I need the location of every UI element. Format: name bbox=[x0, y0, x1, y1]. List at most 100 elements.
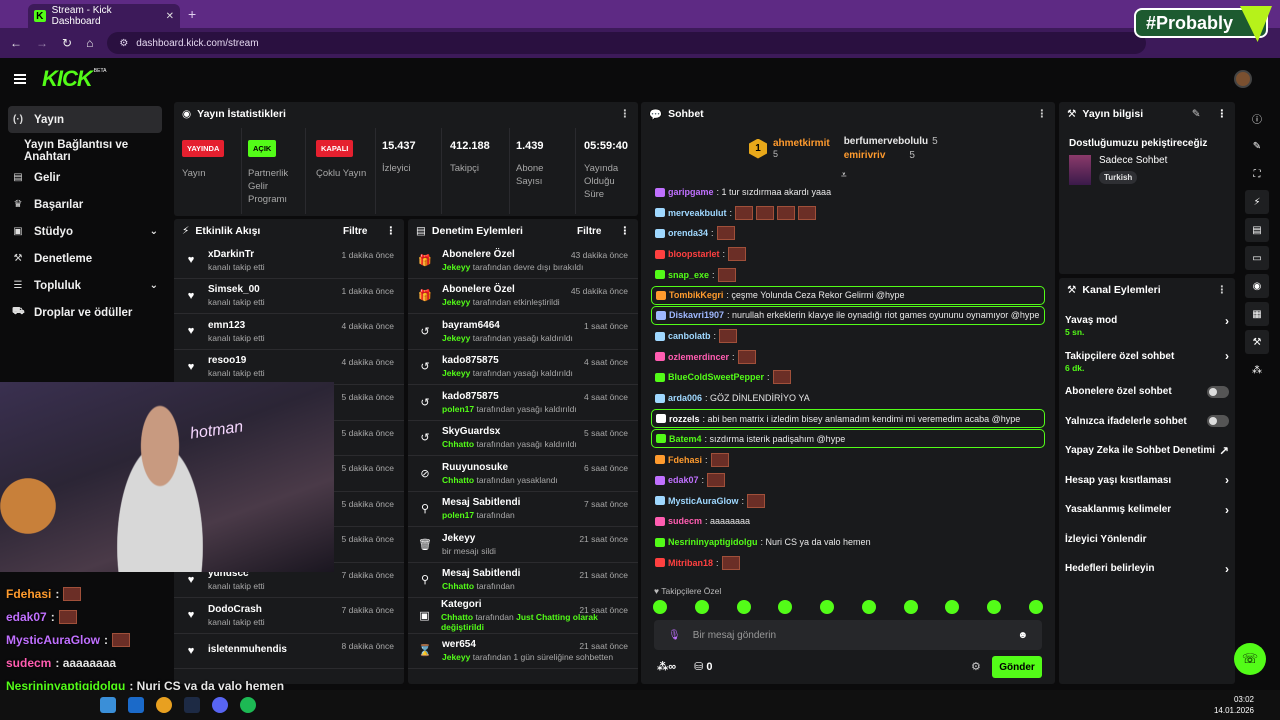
browser-tab[interactable]: K Stream - Kick Dashboard ✕ bbox=[28, 4, 180, 28]
points-icon[interactable]: ⁂∞ bbox=[657, 661, 677, 673]
channel-action[interactable]: Yalnızca ifadelerle sohbet bbox=[1059, 407, 1235, 437]
moderation-target[interactable]: Ruuyunosuke bbox=[442, 461, 509, 473]
mic-icon[interactable]: 🎙 bbox=[668, 629, 681, 641]
chat-username[interactable]: edak07 bbox=[668, 475, 699, 486]
url-field[interactable]: ⚙ dashboard.kick.com/stream bbox=[107, 32, 1146, 54]
sidebar-item[interactable]: ⚒ Denetleme bbox=[0, 245, 170, 272]
chat-username[interactable]: sudecm bbox=[668, 516, 703, 527]
stats-menu-icon[interactable]: ⋮ bbox=[619, 108, 631, 120]
moderator-name[interactable]: Jekeyy bbox=[442, 297, 471, 308]
toggle-switch[interactable] bbox=[1207, 385, 1229, 398]
channel-actions-menu-icon[interactable]: ⋮ bbox=[1216, 284, 1228, 296]
moderation-target[interactable]: wer654 bbox=[442, 639, 476, 651]
quick-emote-icon[interactable] bbox=[820, 600, 835, 614]
moderator-name[interactable]: Chhatto bbox=[442, 581, 475, 592]
moderation-target[interactable]: Mesaj Sabitlendi bbox=[442, 568, 521, 580]
moderation-target[interactable]: Jekeyy bbox=[442, 532, 476, 544]
activity-user[interactable]: DodoCrash bbox=[208, 603, 262, 615]
menu-icon[interactable] bbox=[14, 74, 26, 84]
moderator-name[interactable]: Jekeyy bbox=[442, 652, 471, 663]
send-button[interactable]: Gönder bbox=[992, 656, 1042, 678]
close-tab-icon[interactable]: ✕ bbox=[165, 10, 174, 22]
moderator-name[interactable]: Jekeyy bbox=[442, 261, 471, 272]
channel-action[interactable]: Hedefleri belirleyin › bbox=[1059, 554, 1235, 584]
emoji-icon[interactable]: ☻ bbox=[1017, 629, 1028, 641]
moderator-name[interactable]: Chhatto bbox=[440, 611, 474, 622]
chat-username[interactable]: ozlemerdincer bbox=[668, 351, 730, 362]
quick-emote-icon[interactable] bbox=[653, 600, 667, 614]
steam-icon[interactable] bbox=[184, 697, 200, 713]
chat-rail-icon[interactable]: ▭ bbox=[1245, 246, 1269, 270]
chat-username[interactable]: orenda34 bbox=[668, 228, 709, 239]
moderator-name[interactable]: Jekeyy bbox=[442, 332, 471, 343]
moderation-target[interactable]: kado875875 bbox=[442, 390, 499, 402]
chat-username[interactable]: Mitriban18 bbox=[668, 557, 714, 568]
chat-username[interactable]: canbolatb bbox=[668, 331, 711, 342]
toggle-switch[interactable] bbox=[1207, 415, 1229, 428]
moderator-name[interactable]: Jekeyy bbox=[442, 368, 471, 379]
sidebar-item[interactable]: (·) Yayın bbox=[8, 106, 162, 133]
channel-action[interactable]: Yasaklanmış kelimeler › bbox=[1059, 495, 1235, 525]
chat-username[interactable]: bloopstarlet bbox=[668, 249, 720, 260]
more-rail-icon[interactable]: ⁂ bbox=[1252, 364, 1262, 376]
chat-username[interactable]: arda006 bbox=[668, 393, 703, 404]
sidebar-item[interactable]: ☰ Topluluk ⌄ bbox=[0, 272, 170, 299]
chat-username[interactable]: garipgame bbox=[668, 187, 714, 198]
tag-badge[interactable]: Turkish bbox=[1099, 171, 1138, 184]
bolt-rail-icon[interactable]: ⚡ bbox=[1245, 190, 1269, 214]
quick-emote-icon[interactable] bbox=[861, 600, 876, 614]
chat-username[interactable]: snap_exe bbox=[668, 269, 710, 280]
chat-username[interactable]: rozzels bbox=[669, 413, 700, 424]
wrench-rail-icon[interactable]: ⚒ bbox=[1245, 330, 1269, 354]
edit-icon[interactable]: ✎ bbox=[1191, 108, 1201, 120]
sidebar-item[interactable]: ♛ Başarılar bbox=[0, 191, 170, 218]
pencil-icon[interactable]: ✎ bbox=[1252, 140, 1262, 152]
moderation-target[interactable]: Abonelere Özel bbox=[442, 248, 515, 260]
quick-emote-icon[interactable] bbox=[903, 600, 918, 614]
activity-filter-button[interactable]: Filtre bbox=[343, 225, 368, 237]
quick-emote-icon[interactable] bbox=[778, 600, 793, 614]
moderator-name[interactable]: polen17 bbox=[442, 403, 475, 414]
user-avatar[interactable] bbox=[1234, 70, 1252, 88]
quick-emote-icon[interactable] bbox=[987, 600, 1002, 614]
chat-username[interactable]: merveakbulut bbox=[668, 207, 727, 218]
activity-user[interactable]: isletenmuhendis bbox=[208, 644, 287, 656]
crop-icon[interactable]: ⛶ bbox=[1253, 168, 1261, 180]
stream-info-menu-icon[interactable]: ⋮ bbox=[1216, 108, 1228, 120]
sidebar-item[interactable]: ⛟ Droplar ve ödüller bbox=[0, 299, 170, 326]
chat-input[interactable]: 🎙 Bir mesaj gönderin ☻ bbox=[654, 620, 1042, 650]
chat-username[interactable]: Fdehasi bbox=[668, 454, 703, 465]
quick-emote-icon[interactable] bbox=[1028, 600, 1043, 614]
list-rail-icon[interactable]: ▤ bbox=[1245, 218, 1269, 242]
chat-username[interactable]: Batem4 bbox=[669, 433, 702, 444]
info-icon[interactable]: ⓘ bbox=[1252, 114, 1262, 126]
channel-action[interactable]: Yavaş mod 5 sn. › bbox=[1059, 306, 1235, 337]
chat-username[interactable]: MysticAuraGlow bbox=[668, 495, 739, 506]
chat-username[interactable]: BlueColdSweetPepper bbox=[668, 372, 765, 383]
channel-action[interactable]: İzleyici Yönlendir bbox=[1059, 525, 1235, 555]
activity-user[interactable]: Simsek_00 bbox=[208, 284, 260, 296]
moderation-target[interactable]: kado875875 bbox=[442, 355, 499, 367]
broadcast-rail-icon[interactable]: ◉ bbox=[1245, 274, 1269, 298]
moderator-name[interactable]: polen17 bbox=[442, 510, 475, 521]
sidebar-item[interactable]: ▤ Gelir bbox=[0, 164, 170, 191]
chrome-icon[interactable] bbox=[156, 697, 172, 713]
sidebar-item[interactable]: Yayın Bağlantısı ve Anahtarı bbox=[0, 137, 170, 164]
activity-user[interactable]: xDarkinTr bbox=[208, 248, 255, 260]
activity-user[interactable]: resoo19 bbox=[208, 355, 247, 367]
moderation-target[interactable]: Abonelere Özel bbox=[442, 284, 515, 296]
chat-username[interactable]: Nesrininyaptigidolgu bbox=[668, 537, 758, 548]
chat-expand-icon[interactable]: ⩡ bbox=[841, 170, 847, 181]
gift-icon[interactable]: ⛁ 0 bbox=[694, 661, 713, 673]
moderation-target[interactable]: Mesaj Sabitlendi bbox=[442, 497, 521, 509]
channel-action[interactable]: Takipçilere özel sohbet 6 dk. › bbox=[1059, 342, 1235, 372]
reload-icon[interactable]: ↻ bbox=[62, 36, 73, 50]
sidebar-item[interactable]: ▣ Stüdyo ⌄ bbox=[0, 218, 170, 245]
files-icon[interactable] bbox=[100, 697, 116, 713]
outlook-icon[interactable] bbox=[128, 697, 144, 713]
chat-username[interactable]: Diskavri1907 bbox=[669, 310, 725, 321]
channel-action[interactable]: Hesap yaşı kısıtlaması › bbox=[1059, 466, 1235, 496]
quick-emote-icon[interactable] bbox=[945, 600, 960, 614]
back-icon[interactable]: ← bbox=[10, 36, 22, 50]
forward-icon[interactable]: → bbox=[36, 36, 48, 50]
